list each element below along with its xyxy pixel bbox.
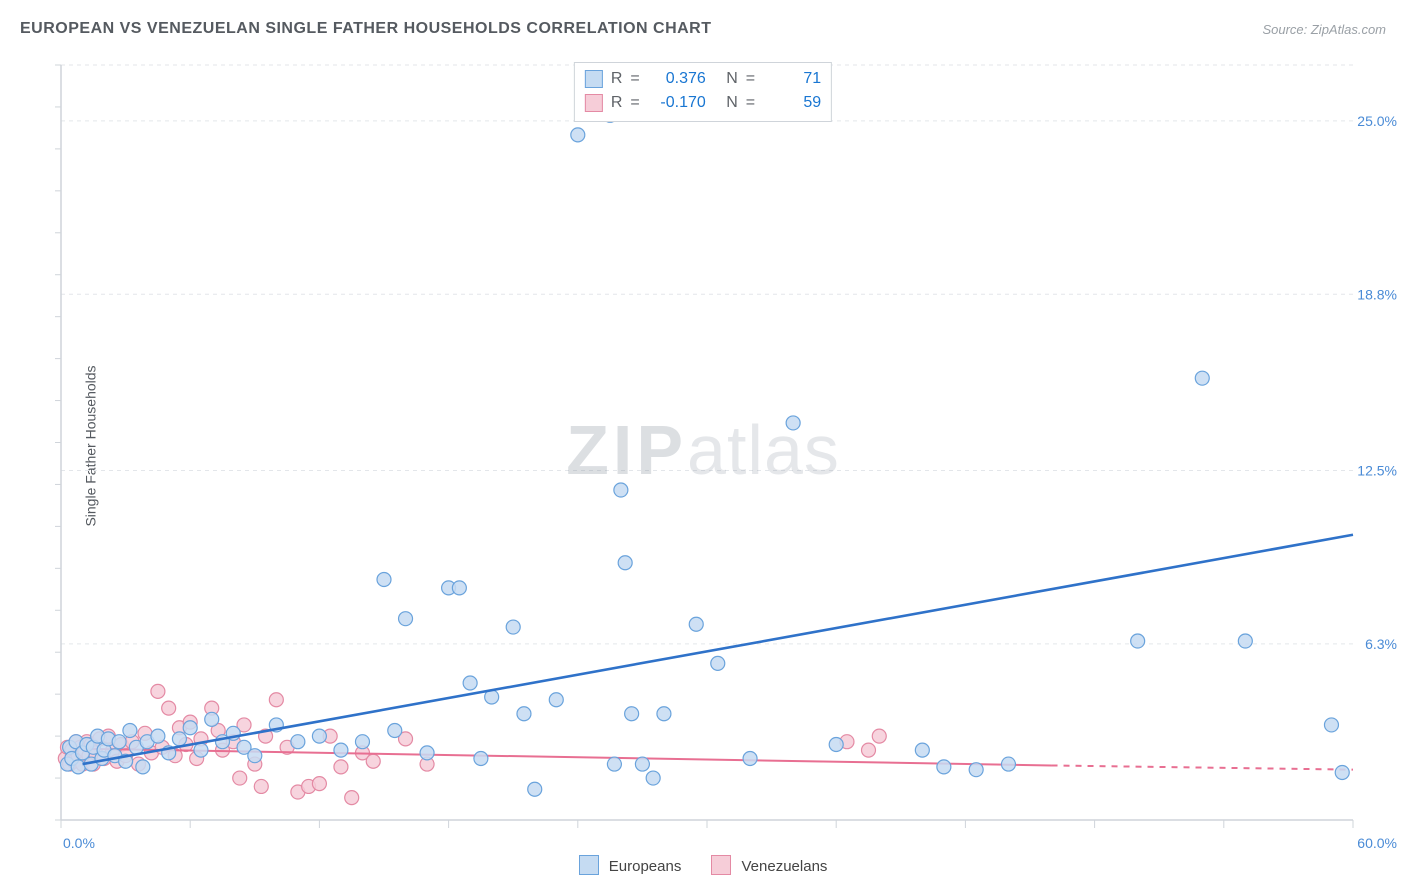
stat-eq3: = bbox=[630, 91, 639, 115]
legend-label-venezuelans: Venezuelans bbox=[742, 858, 828, 875]
swatch-europeans bbox=[585, 70, 603, 88]
svg-text:25.0%: 25.0% bbox=[1357, 113, 1397, 129]
svg-text:60.0%: 60.0% bbox=[1357, 835, 1397, 851]
correlation-stat-box: R = 0.376 N = 71 R = -0.170 N = 59 bbox=[574, 62, 832, 122]
svg-text:12.5%: 12.5% bbox=[1357, 462, 1397, 478]
stat-R-label: R bbox=[611, 67, 623, 91]
source-text: Source: ZipAtlas.com bbox=[1262, 22, 1386, 37]
legend-item-europeans: Europeans bbox=[579, 855, 682, 875]
stat-eq4: = bbox=[746, 91, 755, 115]
stat-N-venezuelans: 59 bbox=[763, 91, 821, 115]
legend-item-venezuelans: Venezuelans bbox=[711, 855, 827, 875]
chart-title: EUROPEAN VS VENEZUELAN SINGLE FATHER HOU… bbox=[20, 20, 712, 38]
stat-R-label2: R bbox=[611, 91, 623, 115]
stat-N-label2: N bbox=[726, 91, 738, 115]
plot-area: 6.3%12.5%18.8%25.0%0.0%60.0% bbox=[53, 60, 1353, 830]
legend-swatch-venezuelans bbox=[711, 855, 731, 875]
stat-R-venezuelans: -0.170 bbox=[648, 91, 706, 115]
legend-swatch-europeans bbox=[579, 855, 599, 875]
legend-label-europeans: Europeans bbox=[609, 858, 682, 875]
swatch-venezuelans bbox=[585, 94, 603, 112]
svg-text:0.0%: 0.0% bbox=[63, 835, 95, 851]
stat-N-europeans: 71 bbox=[763, 67, 821, 91]
stat-eq: = bbox=[630, 67, 639, 91]
stat-N-label: N bbox=[726, 67, 738, 91]
stat-row-europeans: R = 0.376 N = 71 bbox=[585, 67, 821, 91]
bottom-legend: Europeans Venezuelans bbox=[0, 855, 1406, 875]
stat-row-venezuelans: R = -0.170 N = 59 bbox=[585, 91, 821, 115]
scatter-plot-svg: 6.3%12.5%18.8%25.0%0.0%60.0% bbox=[53, 60, 1353, 830]
svg-text:18.8%: 18.8% bbox=[1357, 286, 1397, 302]
stat-R-europeans: 0.376 bbox=[648, 67, 706, 91]
svg-text:6.3%: 6.3% bbox=[1365, 636, 1397, 652]
stat-eq2: = bbox=[746, 67, 755, 91]
